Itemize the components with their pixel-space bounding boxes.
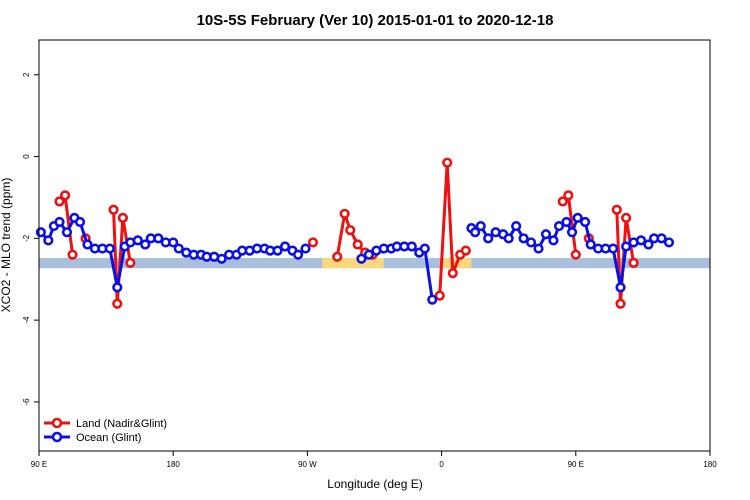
land-data-point	[442, 157, 453, 168]
ocean-data-point	[663, 237, 675, 248]
ocean-data-point	[470, 227, 481, 238]
ocean-data-point	[292, 249, 304, 260]
ocean-data-point	[621, 241, 632, 252]
land-data-point	[434, 290, 445, 301]
ocean-data-point	[363, 249, 375, 260]
ocean-data-point	[511, 220, 522, 232]
y-tick-label: 0	[22, 154, 31, 159]
land-data-point	[339, 208, 350, 219]
ocean-data-point	[406, 241, 417, 252]
x-tick-label: 90 E	[568, 460, 584, 469]
land-data-point	[67, 249, 78, 260]
y-tick-label: -6	[22, 398, 31, 406]
ocean-data-point	[553, 220, 565, 232]
x-tick-label: 180	[167, 460, 181, 469]
ocean-data-point	[533, 243, 544, 254]
ocean-data-point	[518, 233, 529, 244]
land-data-point	[570, 249, 581, 260]
land-data-point	[621, 212, 632, 223]
ocean-data-point	[615, 282, 626, 293]
ocean-data-point	[566, 227, 578, 238]
land-data-point	[345, 225, 356, 236]
ocean-data-point	[112, 282, 123, 293]
land-data-point	[563, 190, 574, 201]
y-tick-label: -4	[22, 316, 31, 324]
ocean-data-point	[483, 233, 494, 244]
ocean-data-point	[643, 239, 654, 250]
land-data-point	[54, 196, 65, 207]
land-data-point	[125, 257, 136, 268]
land-data-point	[628, 257, 639, 268]
legend-land-marker	[51, 417, 63, 429]
ocean-data-point	[419, 243, 430, 254]
ocean-data-point	[561, 216, 572, 228]
ocean-data-point	[279, 241, 291, 252]
land-series	[54, 157, 639, 309]
land-data-point	[59, 190, 71, 201]
ocean-data-point	[132, 235, 143, 246]
land-data-point	[611, 204, 622, 215]
ocean-data-point	[427, 294, 438, 305]
ocean-data-point	[272, 245, 283, 256]
legend-ocean-label: Ocean (Glint)	[76, 432, 141, 444]
ocean-data-point	[300, 243, 311, 254]
plot-area	[35, 157, 710, 309]
land-data-point	[447, 268, 458, 279]
land-data-point	[307, 237, 319, 248]
ocean-data-point	[173, 243, 184, 254]
y-tick-label: 2	[22, 72, 31, 77]
plot-frame	[38, 39, 711, 452]
ocean-data-point	[525, 237, 537, 248]
ocean-data-point	[475, 220, 486, 232]
x-tick-label: 0	[439, 460, 444, 469]
ocean-data-point	[104, 243, 115, 254]
y-tick-label: -2	[22, 234, 31, 242]
ocean-data-point	[540, 229, 552, 240]
land-data-point	[332, 251, 343, 262]
land-data-point	[352, 239, 363, 250]
land-data-point	[117, 212, 128, 223]
legend-land-label: Land (Nadir&Glint)	[76, 418, 167, 430]
ocean-data-point	[54, 216, 65, 228]
land-data-point	[112, 298, 123, 309]
land-data-point	[460, 245, 471, 256]
ocean-data-point	[74, 216, 86, 228]
ocean-data-point	[168, 237, 179, 248]
y-axis: 2 0 -2 -4 -6	[22, 72, 39, 406]
legend: Land (Nadir&Glint) Ocean (Glint)	[44, 417, 167, 444]
land-reference-band	[322, 257, 384, 269]
ocean-data-point	[580, 216, 591, 228]
ocean-data-point	[607, 243, 619, 254]
land-data-point	[557, 196, 568, 207]
x-tick-label: 180	[703, 460, 717, 469]
ocean-data-point	[572, 212, 583, 223]
x-tick-label: 90 E	[31, 460, 47, 469]
ocean-data-point	[153, 233, 164, 244]
ocean-data-point	[548, 235, 559, 246]
ocean-data-point	[503, 233, 514, 244]
land-data-point	[108, 204, 119, 215]
ocean-data-point	[61, 227, 73, 238]
x-tick-label: 90 W	[298, 460, 317, 469]
ocean-data-point	[635, 235, 647, 246]
chart-title: 10S-5S February (Ver 10) 2015-01-01 to 2…	[197, 12, 554, 29]
ocean-data-point	[43, 235, 54, 246]
x-axis: 90 E 180 90 W 0 90 E 180	[31, 451, 717, 469]
x-axis-label: Longitude (deg E)	[327, 477, 422, 491]
ocean-data-point	[656, 233, 667, 244]
legend-ocean-marker	[51, 431, 63, 443]
ocean-data-point	[35, 227, 46, 238]
ocean-data-point	[82, 239, 93, 250]
ocean-data-point	[585, 239, 596, 250]
ocean-data-point	[356, 253, 367, 264]
land-data-point	[615, 298, 626, 309]
ocean-series	[35, 212, 675, 305]
ocean-data-point	[216, 253, 227, 264]
ocean-data-point	[140, 239, 151, 250]
y-axis-label: XCO2 - MLO trend (ppm)	[0, 178, 13, 313]
